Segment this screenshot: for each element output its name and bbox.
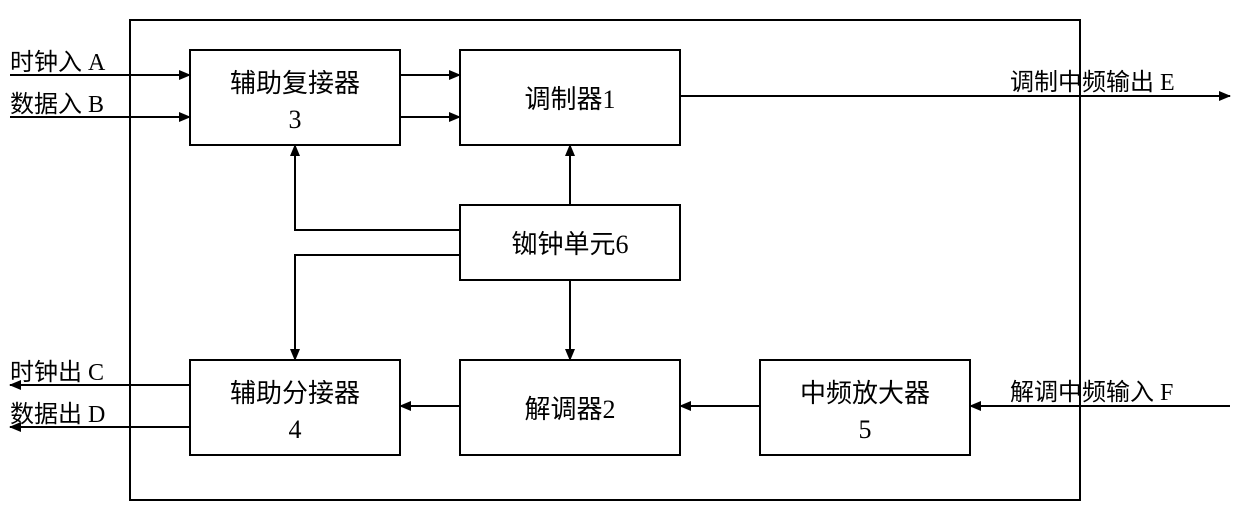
node-aux-demux-4-label2: 4 [289,415,302,444]
node-if-amp-5-label2: 5 [859,415,872,444]
io-label-clock-out: 时钟出 C [10,359,104,386]
node-aux-mux-3-label2: 3 [289,105,302,134]
io-label-mod-out: 调制中频输出 E [1010,69,1175,96]
node-modulator-1-label: 调制器1 [524,85,615,114]
io-label-clock-in: 时钟入 A [10,49,106,76]
node-aux-demux-4: 辅助分接器 4 [190,360,400,455]
edge-n6-to-n4 [295,255,460,360]
node-aux-mux-3-label1: 辅助复接器 [230,69,360,98]
edge-n6-to-n3 [295,145,460,230]
node-demodulator-2-label: 解调器2 [524,395,615,424]
node-demodulator-2: 解调器2 [460,360,680,455]
node-if-amp-5: 中频放大器 5 [760,360,970,455]
node-rb-clock-6-label: 铷钟单元6 [511,230,628,259]
node-rb-clock-6: 铷钟单元6 [460,205,680,280]
io-label-demod-in: 解调中频输入 F [1010,379,1173,406]
io-label-data-in: 数据入 B [10,91,104,118]
node-aux-mux-3: 辅助复接器 3 [190,50,400,145]
node-if-amp-5-label1: 中频放大器 [800,379,930,408]
node-aux-demux-4-label1: 辅助分接器 [230,379,360,408]
node-modulator-1: 调制器1 [460,50,680,145]
io-label-data-out: 数据出 D [10,401,105,428]
